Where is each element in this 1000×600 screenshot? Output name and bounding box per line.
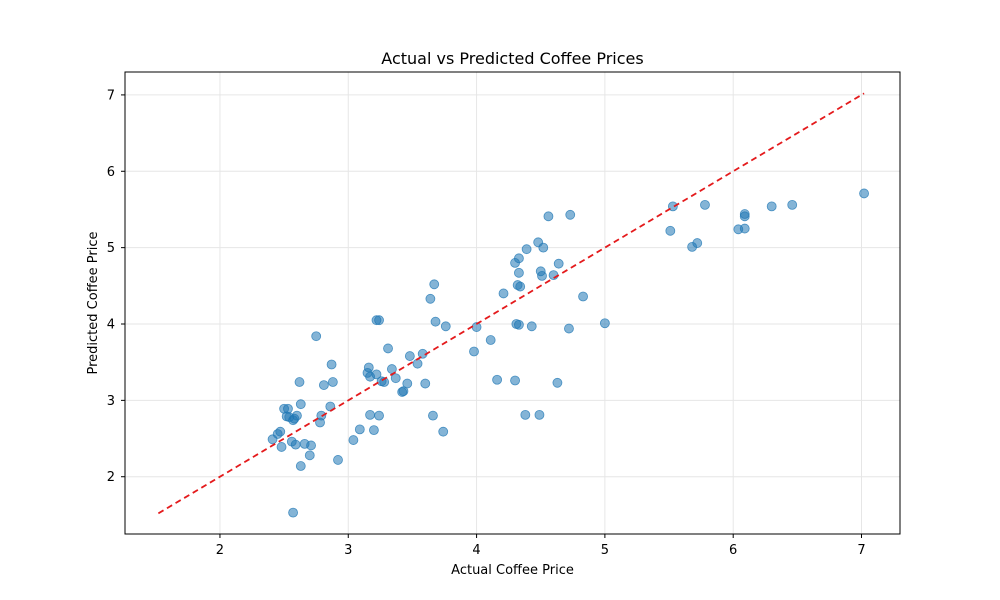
data-point <box>374 410 384 421</box>
data-point <box>294 377 305 387</box>
data-point <box>363 362 374 373</box>
data-point <box>552 377 563 388</box>
data-point <box>326 359 337 370</box>
data-point <box>365 409 375 420</box>
data-point <box>390 373 401 384</box>
data-point <box>306 440 316 451</box>
data-point <box>538 242 549 253</box>
data-point <box>288 507 298 518</box>
y-tick-label: 5 <box>107 241 115 256</box>
data-point <box>438 426 449 437</box>
reference-line <box>157 92 865 515</box>
data-point <box>665 225 676 236</box>
y-axis-label: Predicted Coffee Price <box>86 232 101 375</box>
data-point <box>425 293 436 304</box>
data-point <box>275 426 286 437</box>
data-point <box>383 343 393 354</box>
data-point <box>318 380 329 390</box>
y-tick-label: 3 <box>107 394 115 409</box>
data-point <box>327 377 338 387</box>
data-point <box>537 270 547 281</box>
data-point <box>553 258 564 269</box>
y-tick-label: 6 <box>107 165 115 180</box>
data-point <box>514 319 524 330</box>
data-point <box>348 435 359 445</box>
data-point <box>398 386 409 397</box>
data-point <box>526 321 537 332</box>
data-point <box>420 378 431 389</box>
x-tick-label: 7 <box>857 543 865 558</box>
data-point <box>374 315 384 326</box>
data-point <box>430 316 441 327</box>
data-point <box>354 424 365 435</box>
data-point <box>521 244 532 255</box>
data-point <box>404 351 415 361</box>
data-point <box>371 369 382 380</box>
data-point <box>429 279 440 290</box>
data-point <box>428 410 438 421</box>
data-point <box>565 209 576 220</box>
data-point <box>492 374 503 385</box>
data-point <box>548 270 559 281</box>
data-point <box>859 188 869 199</box>
x-tick-label: 2 <box>216 543 224 558</box>
data-point <box>290 439 301 450</box>
data-point <box>578 291 588 302</box>
data-point <box>369 425 379 436</box>
data-point <box>534 409 545 420</box>
data-point <box>295 461 306 471</box>
data-point <box>402 378 413 389</box>
data-point <box>469 346 479 357</box>
data-point <box>283 403 293 414</box>
data-point <box>514 267 524 278</box>
chart-title: Actual vs Predicted Coffee Prices <box>381 49 643 68</box>
x-axis-label: Actual Coffee Price <box>451 563 574 578</box>
data-point <box>412 358 423 369</box>
x-tick-label: 5 <box>601 543 609 558</box>
x-tick-label: 4 <box>472 543 480 558</box>
data-point <box>700 199 710 210</box>
y-tick-label: 4 <box>107 318 115 333</box>
x-tick-label: 3 <box>344 543 352 558</box>
x-tick-label: 6 <box>729 543 737 558</box>
data-point <box>599 318 610 329</box>
y-tick-label: 2 <box>107 470 115 485</box>
data-point <box>485 335 496 345</box>
data-point <box>739 211 750 222</box>
data-point <box>787 199 798 210</box>
data-point <box>667 201 678 212</box>
data-point <box>276 442 287 452</box>
data-point <box>440 321 451 332</box>
data-point <box>304 450 315 461</box>
data-point <box>333 455 343 465</box>
data-point <box>515 281 526 292</box>
data-point <box>739 223 750 234</box>
data-point <box>292 410 302 421</box>
data-point <box>766 201 777 212</box>
data-point <box>510 375 520 386</box>
y-tick-label: 7 <box>107 88 115 103</box>
data-point <box>520 409 531 420</box>
data-point <box>311 331 322 342</box>
data-point <box>514 253 524 264</box>
data-point <box>543 211 554 222</box>
plot-frame <box>124 71 901 535</box>
data-point <box>692 238 703 248</box>
x-axis-ticks: 2 3 4 5 6 7 <box>216 534 866 558</box>
y-axis-ticks: 2 3 4 5 6 7 <box>107 88 125 485</box>
data-point <box>295 399 306 410</box>
data-point <box>498 288 509 299</box>
data-point <box>564 323 574 334</box>
